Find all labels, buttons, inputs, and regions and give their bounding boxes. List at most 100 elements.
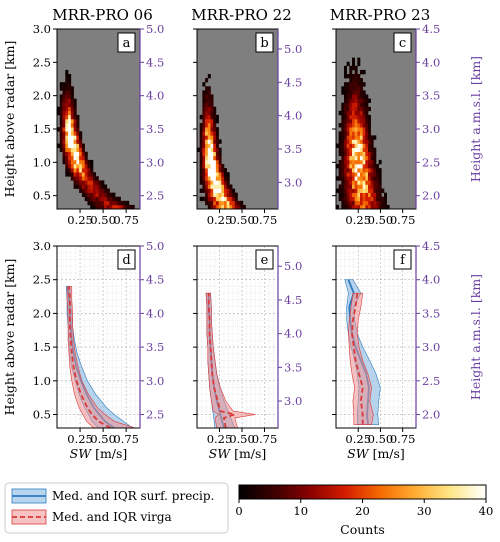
heatmap-cell xyxy=(205,131,209,136)
heatmap-cell xyxy=(90,184,94,189)
heatmap-cell xyxy=(360,110,363,116)
heatmap-cell xyxy=(378,159,382,165)
heatmap-cell xyxy=(73,119,77,124)
heatmap-cell xyxy=(84,172,88,177)
heatmap-cell xyxy=(360,204,363,210)
heatmap-cell xyxy=(349,123,353,128)
heatmap-cell xyxy=(360,184,363,189)
heatmap-cell xyxy=(65,139,69,144)
heatmap-cell xyxy=(207,168,211,173)
heatmap-cell xyxy=(95,184,99,189)
heatmap-cell xyxy=(346,102,350,108)
x-axis-label-unit: [m/s] xyxy=(91,446,127,461)
heatmap-cell xyxy=(341,86,345,91)
heatmap-cell xyxy=(70,139,74,144)
heatmap-cell xyxy=(344,65,347,71)
heatmap-cell xyxy=(109,204,113,210)
heatmap-cell xyxy=(362,164,366,169)
heatmap-cell xyxy=(62,123,66,128)
heatmap-cell xyxy=(210,164,214,169)
heatmap-cell xyxy=(349,65,353,71)
heatmap-cell xyxy=(365,184,369,189)
heatmap-cell xyxy=(76,119,80,124)
heatmap-cell xyxy=(92,172,97,177)
heatmap-cell xyxy=(68,123,72,128)
heatmap-cell xyxy=(205,147,209,153)
heatmap-cell xyxy=(360,159,363,165)
heatmap-cell xyxy=(221,184,225,189)
heatmap-cell xyxy=(199,155,203,161)
heatmap-cell xyxy=(59,127,63,132)
heatmap-cell xyxy=(373,168,377,173)
heatmap-cell xyxy=(224,180,227,185)
heatmap-cell xyxy=(79,176,83,181)
heatmap-cell xyxy=(65,135,69,140)
heatmap-cell xyxy=(349,86,353,91)
heatmap-cell xyxy=(357,204,361,210)
heatmap-cell xyxy=(360,69,363,75)
heatmap-cell xyxy=(357,172,361,177)
heatmap-cell xyxy=(218,188,222,193)
heatmap-cell xyxy=(354,69,358,75)
y-tick-label: 3.0 xyxy=(33,239,51,253)
heatmap-cell xyxy=(70,176,74,181)
heatmap-cell xyxy=(365,151,369,157)
heatmap-cell xyxy=(115,196,119,202)
y-tick-label: 2.5 xyxy=(33,273,51,287)
heatmap-cell xyxy=(210,119,214,124)
heatmap-cell xyxy=(341,123,345,128)
heatmap-cell xyxy=(68,119,72,124)
heatmap-cell xyxy=(354,110,358,116)
heatmap-cell xyxy=(370,176,374,181)
heatmap-cell xyxy=(344,168,347,173)
heatmap-cell xyxy=(352,176,355,181)
heatmap-cell xyxy=(202,168,206,173)
right-y-tick-label: 2.0 xyxy=(422,408,440,422)
heatmap-cell xyxy=(199,168,203,173)
heatmap-cell xyxy=(68,74,72,79)
heatmap-cell xyxy=(368,172,371,177)
heatmap-cell xyxy=(373,200,377,206)
heatmap-cell xyxy=(344,155,347,161)
heatmap-cell xyxy=(352,82,355,87)
heatmap-cell xyxy=(349,159,353,165)
heatmap-cell xyxy=(346,106,350,112)
heatmap-cell xyxy=(215,200,219,206)
heatmap-cell xyxy=(368,159,371,165)
heatmap-cell xyxy=(84,196,88,202)
heatmap-cell xyxy=(362,139,366,144)
heatmap-cell xyxy=(65,69,69,75)
heatmap-cell xyxy=(76,135,80,140)
heatmap-cell xyxy=(346,168,350,173)
heatmap-cell xyxy=(70,172,74,177)
heatmap-cell xyxy=(210,102,214,108)
heatmap-cell xyxy=(370,151,374,157)
heatmap-cell xyxy=(370,159,374,165)
heatmap-cell xyxy=(338,143,342,148)
heatmap-cell xyxy=(360,119,363,124)
heatmap-cell xyxy=(92,204,97,210)
heatmap-cell xyxy=(90,188,94,193)
heatmap-cell xyxy=(349,184,353,189)
heatmap-cell xyxy=(73,123,77,128)
heatmap-cell xyxy=(218,155,222,161)
heatmap-cell xyxy=(357,184,361,189)
heatmap-cell xyxy=(362,102,366,108)
heatmap-cell xyxy=(79,172,83,177)
heatmap-cell xyxy=(360,151,363,157)
heatmap-cell xyxy=(68,106,72,112)
heatmap-cell xyxy=(218,196,222,202)
figure-layer: 0.250.500.750.51.01.52.02.53.02.53.03.54… xyxy=(2,6,493,537)
y-tick-label: 2.0 xyxy=(33,89,51,103)
heatmap-cell xyxy=(205,127,209,132)
heatmap-cell xyxy=(70,147,74,153)
heatmap-cell xyxy=(62,155,66,161)
heatmap-cell xyxy=(344,176,347,181)
right-y-tick-label: 4.0 xyxy=(422,273,440,287)
heatmap-cell xyxy=(354,106,358,112)
heatmap-cell xyxy=(360,200,363,206)
heatmap-cell xyxy=(224,184,227,189)
heatmap-cell xyxy=(65,102,69,108)
heatmap-cell xyxy=(357,200,361,206)
heatmap-cell xyxy=(336,176,339,181)
